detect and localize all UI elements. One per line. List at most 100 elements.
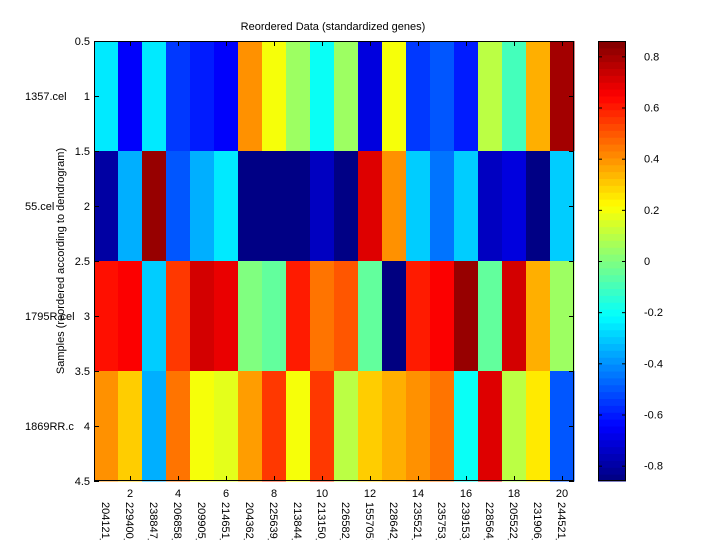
- chart-title: Reordered Data (standardized genes): [241, 21, 426, 33]
- colorbar-tick-label: 0.2: [644, 205, 659, 217]
- colorbar-segment: [598, 261, 626, 269]
- x-tick-label: 4: [175, 488, 181, 500]
- colorbar-segment: [598, 178, 626, 186]
- column-label: 231906_: [531, 502, 543, 540]
- x-tick-label: 6: [223, 488, 229, 500]
- row-label: 1795R.cel: [25, 311, 75, 323]
- column-label: 214651_: [219, 502, 231, 540]
- heatmap-cell: [454, 371, 479, 482]
- heatmap-cell: [310, 41, 335, 152]
- heatmap-cell: [430, 151, 455, 262]
- colorbar-segment: [598, 274, 626, 283]
- colorbar-segment: [598, 68, 626, 76]
- column-labels: 204121_ 229400_ 238847_ 206858_ 209905_ 21465…: [99, 502, 567, 545]
- y-axis-label: Samples (reordered according to dendrogr…: [55, 148, 67, 374]
- heatmap-cell: [526, 151, 551, 262]
- x-tick-label: 14: [412, 488, 424, 500]
- x-tick-label: 20: [556, 488, 568, 500]
- colorbar-segment: [598, 295, 626, 303]
- column-label: 235753_: [435, 502, 447, 540]
- heatmap-cell: [358, 371, 383, 482]
- colorbar-segment: [598, 364, 626, 372]
- heatmap-cell: [430, 41, 455, 152]
- colorbar-segment: [598, 47, 626, 56]
- x-tick-label: 18: [508, 488, 520, 500]
- heatmap-cell: [118, 151, 143, 262]
- colorbar-segment: [598, 130, 626, 138]
- heatmap-cell: [166, 151, 191, 262]
- heatmap-cell: [358, 151, 383, 262]
- heatmap-cell: [502, 41, 527, 152]
- colorbar-segment: [598, 192, 626, 200]
- heatmap-cell: [358, 41, 383, 152]
- colorbar-segment: [598, 157, 626, 166]
- heatmap-cell: [286, 371, 311, 482]
- heatmap-cell: [502, 151, 527, 262]
- heatmap-cell: [334, 41, 359, 152]
- x-tick-label: 2: [127, 488, 133, 500]
- colorbar-segment: [598, 460, 626, 468]
- colorbar-tick-label: 0.4: [644, 154, 659, 166]
- column-label: 239153_: [459, 502, 471, 540]
- heatmap-cell: [334, 371, 359, 482]
- colorbar-segment: [598, 96, 626, 104]
- heatmap-cell: [382, 41, 407, 152]
- heatmap-cell: [214, 261, 239, 372]
- heatmap-cell: [262, 151, 287, 262]
- column-label: 228564_: [483, 502, 495, 540]
- row-labels: 1357.cel 55.cel 1795R.cel 1869RR.c: [25, 91, 75, 433]
- colorbar-segment: [598, 377, 626, 386]
- colorbar-segment: [598, 206, 626, 214]
- row-label: 1869RR.c: [25, 421, 74, 433]
- heatmap-cell: [142, 41, 167, 152]
- colorbar-segment: [598, 322, 626, 331]
- heatmap-cell: [262, 371, 287, 482]
- colorbar-segment: [598, 212, 626, 221]
- heatmap-cell: [142, 371, 167, 482]
- column-label: 206858_: [171, 502, 183, 540]
- heatmap-cell: [286, 261, 311, 372]
- colorbar-tick-label: -0.8: [644, 461, 663, 473]
- colorbar-segment: [598, 336, 626, 344]
- colorbar-segment: [598, 102, 626, 111]
- heatmap-cell: [430, 261, 455, 372]
- y-tick-label: 1.5: [75, 146, 90, 158]
- heatmap-cell: [310, 261, 335, 372]
- colorbar-tick-label: 0: [644, 256, 650, 268]
- colorbar-segment: [598, 316, 626, 324]
- colorbar-segment: [598, 240, 626, 248]
- colorbar-segment: [598, 453, 626, 461]
- y-tick-label: 3: [84, 311, 90, 323]
- y-axis: 0.5 1 1.5 2 2.5 3 3.5 4 4.5: [75, 36, 574, 488]
- colorbar-tick-label: -0.6: [644, 409, 663, 421]
- heatmap-cell: [142, 261, 167, 372]
- colorbar-segment: [598, 199, 626, 207]
- colorbar-segment: [598, 144, 626, 152]
- heatmap-cell: [238, 261, 263, 372]
- heatmap-cell: [334, 261, 359, 372]
- colorbar-segment: [598, 302, 626, 310]
- y-tick-label: 3.5: [75, 366, 90, 378]
- heatmap-cell: [454, 261, 479, 372]
- colorbar-segment: [598, 329, 626, 338]
- column-label: 229400_: [123, 502, 135, 540]
- colorbar-segment: [598, 247, 626, 255]
- colorbar-segment: [598, 384, 626, 393]
- heatmap-cell: [166, 261, 191, 372]
- colorbar-segment: [598, 439, 626, 448]
- heatmap-cell: [526, 261, 551, 372]
- heatmap-cell: [382, 261, 407, 372]
- heatmap-cell: [526, 41, 551, 152]
- heatmap-cell: [262, 261, 287, 372]
- heatmap-cell: [382, 151, 407, 262]
- y-tick-label: 1: [84, 91, 90, 103]
- y-tick-label: 2: [84, 201, 90, 213]
- heatmap-cell: [166, 371, 191, 482]
- column-label: 244521_: [555, 502, 567, 540]
- colorbar-segment: [598, 171, 626, 179]
- colorbar-segment: [598, 233, 626, 241]
- y-tick-label: 4: [84, 421, 90, 433]
- heatmap-cell: [430, 371, 455, 482]
- heatmap-cell: [118, 261, 143, 372]
- heatmap-cell: [166, 41, 191, 152]
